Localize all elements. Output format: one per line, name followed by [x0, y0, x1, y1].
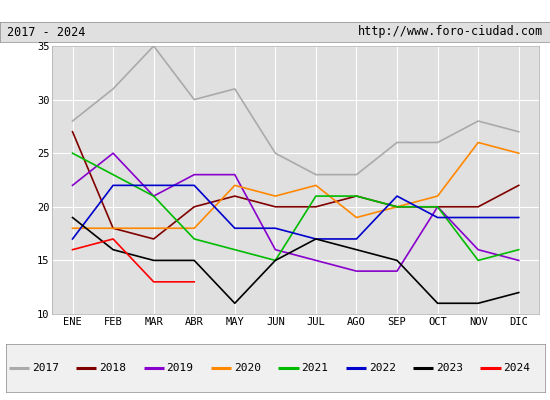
Text: http://www.foro-ciudad.com: http://www.foro-ciudad.com	[358, 26, 543, 38]
Text: 2018: 2018	[99, 363, 126, 373]
Text: 2022: 2022	[368, 363, 395, 373]
Text: 2024: 2024	[503, 363, 530, 373]
Text: 2021: 2021	[301, 363, 328, 373]
Text: 2019: 2019	[167, 363, 194, 373]
Text: Evolucion del paro registrado en Val de San Lorenzo: Evolucion del paro registrado en Val de …	[84, 4, 466, 18]
Text: 2017 - 2024: 2017 - 2024	[7, 26, 85, 38]
Text: 2017: 2017	[32, 363, 59, 373]
Text: 2023: 2023	[436, 363, 463, 373]
Text: 2020: 2020	[234, 363, 261, 373]
